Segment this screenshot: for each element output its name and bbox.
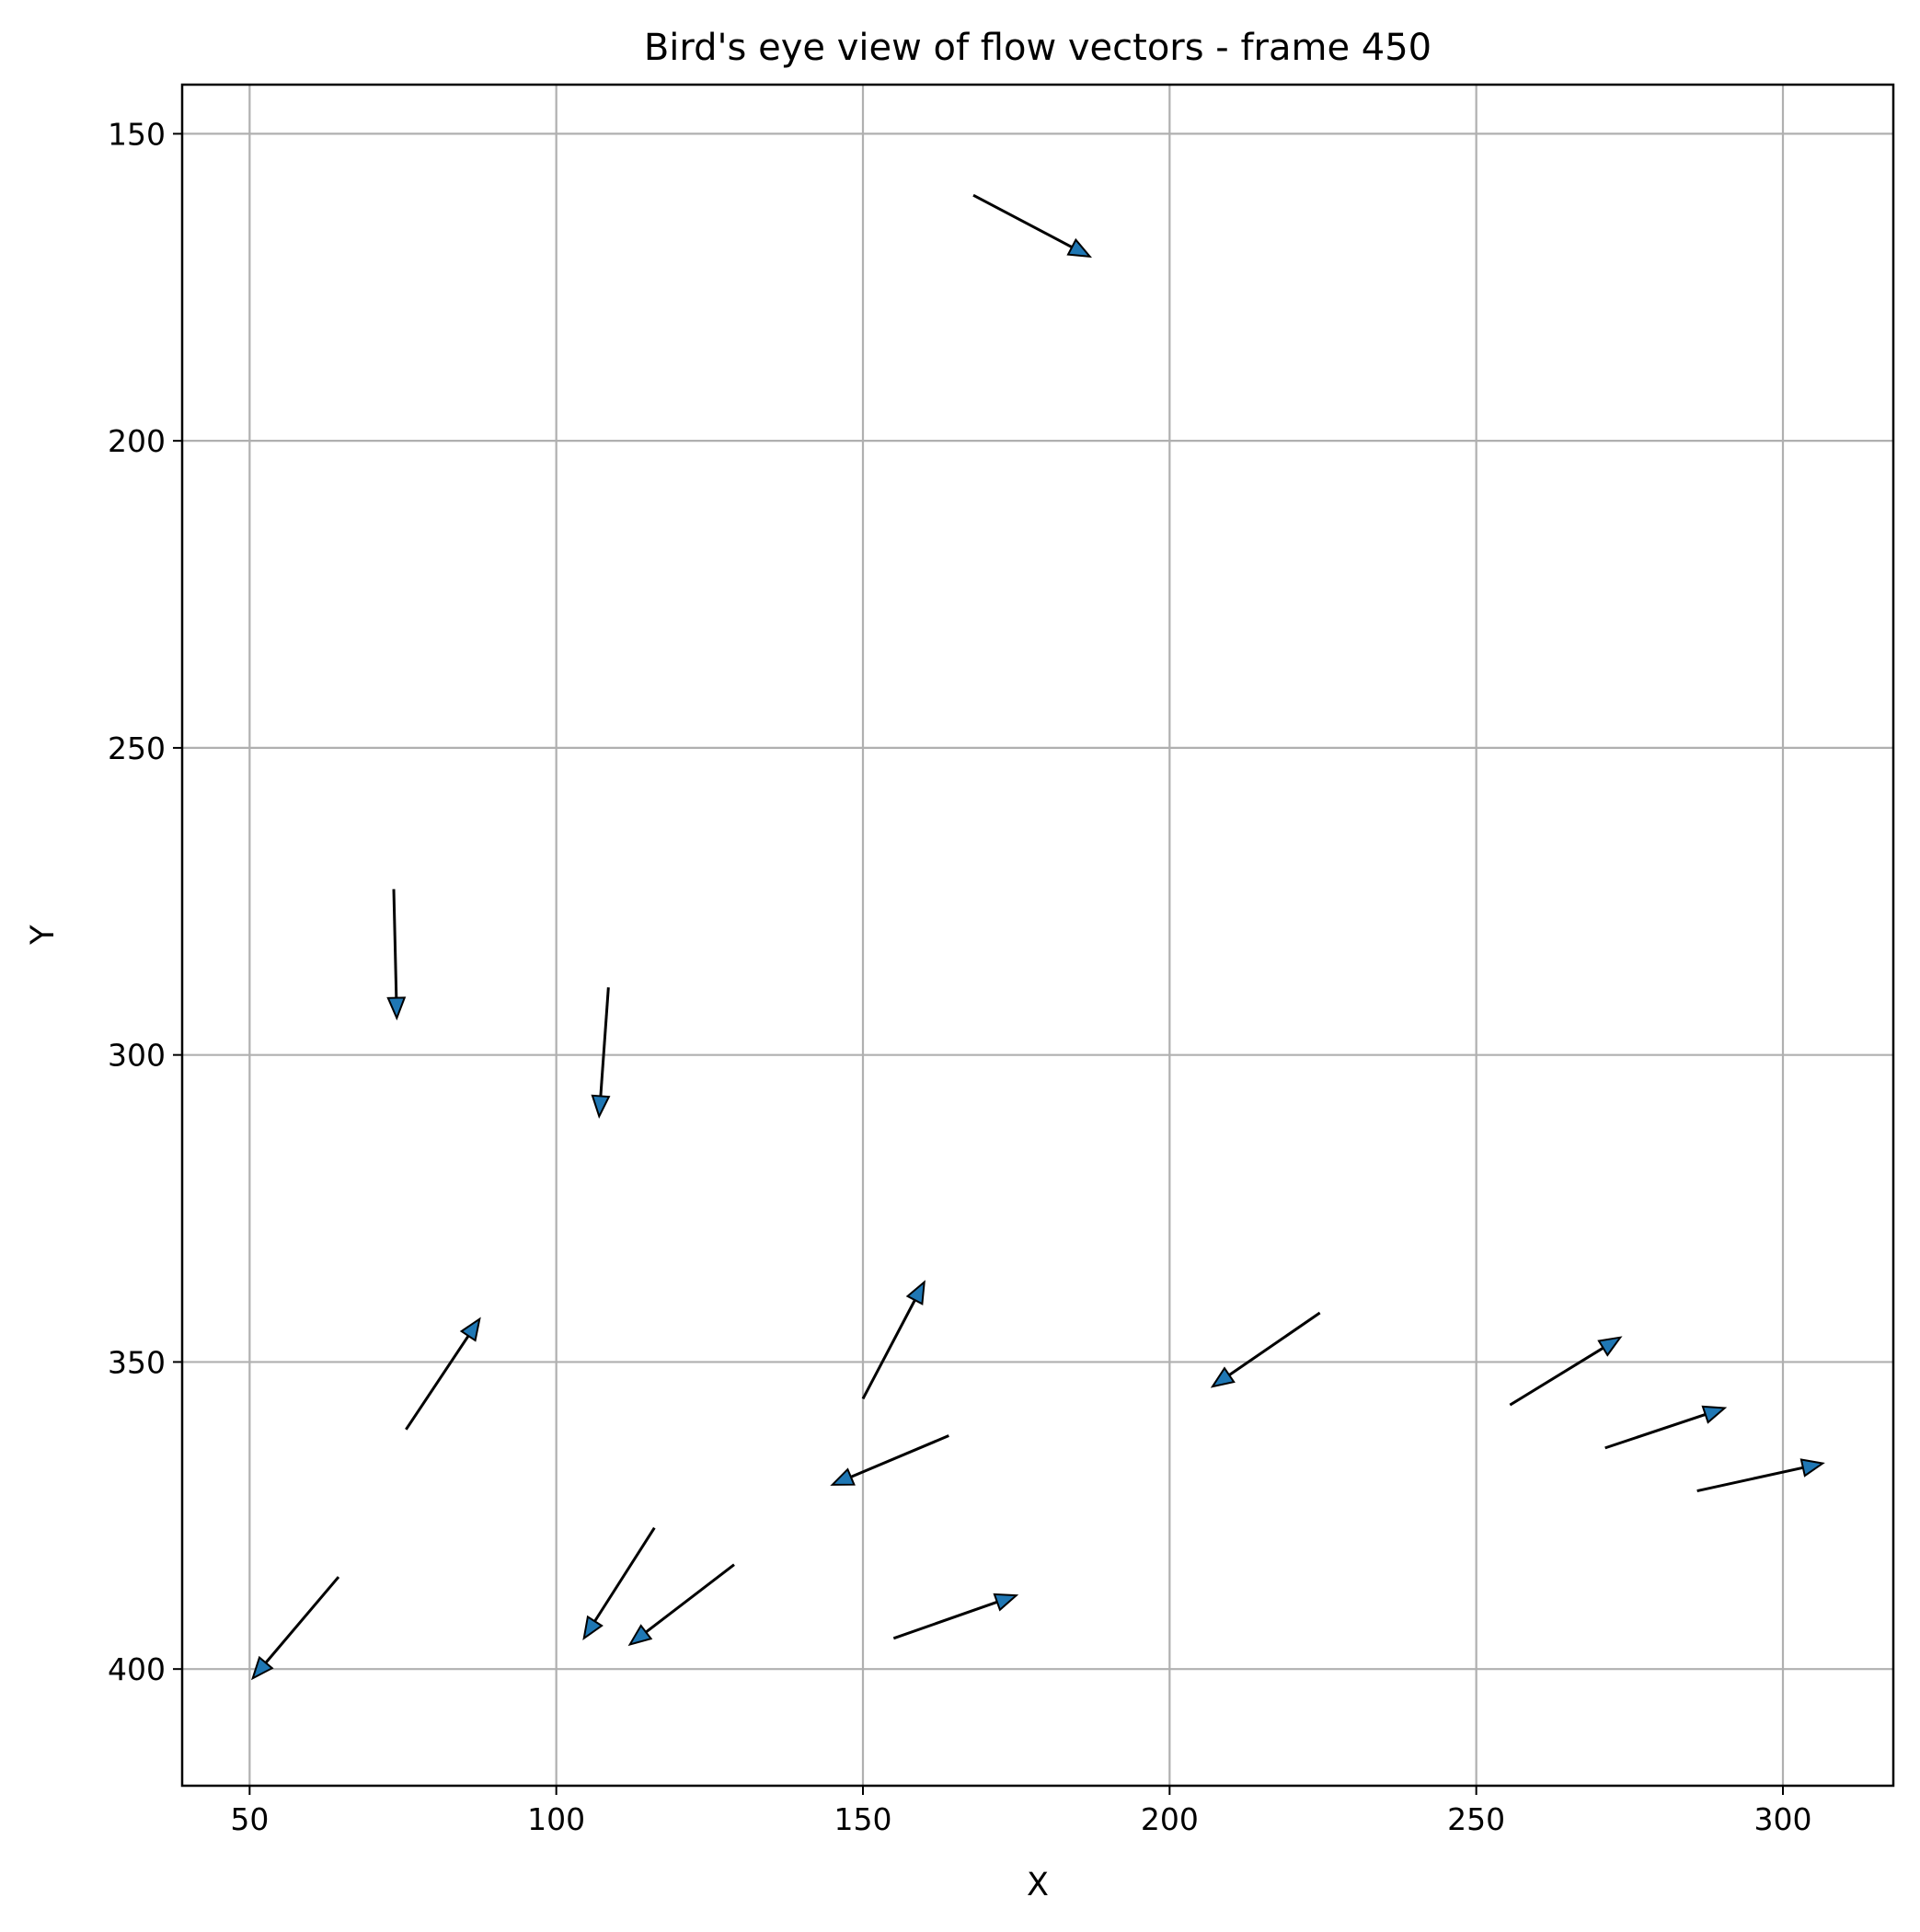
flow-vector-head: [386, 996, 407, 1021]
flow-vector-shaft: [1228, 1311, 1321, 1376]
flow-vector-shaft: [1509, 1346, 1604, 1407]
flow-vector: [582, 1526, 656, 1641]
flow-vector: [627, 1563, 735, 1647]
flow-vector-head: [591, 1094, 611, 1120]
flow-vector-head: [993, 1593, 1019, 1612]
flow-vector-shaft: [405, 1335, 470, 1431]
flow-vector: [1604, 1405, 1728, 1450]
flow-vector-shaft: [1604, 1413, 1707, 1450]
x-tick-label-100: 100: [527, 1801, 585, 1837]
flow-vector-shaft: [645, 1563, 735, 1634]
flow-vector-head: [1701, 1405, 1728, 1424]
flow-vector-head: [905, 1280, 926, 1305]
x-tick-label-150: 150: [834, 1801, 892, 1837]
flow-vector-shaft: [264, 1576, 340, 1664]
flow-vector-shaft: [1696, 1466, 1804, 1493]
y-tick-label-350: 350: [108, 1344, 166, 1380]
flow-vector-head: [1597, 1336, 1623, 1357]
flow-vector: [830, 1434, 949, 1486]
flow-vector-shaft: [972, 193, 1073, 248]
flow-vector-head: [1799, 1458, 1825, 1478]
flow-vector: [972, 193, 1093, 259]
y-axis-label: Y: [25, 925, 62, 946]
flow-vector: [250, 1576, 340, 1681]
flow-vector: [1509, 1336, 1623, 1407]
x-tick-label-250: 250: [1447, 1801, 1505, 1837]
y-tick-label-400: 400: [108, 1651, 166, 1687]
y-tick-label-150: 150: [108, 116, 166, 152]
grid-lines: [182, 85, 1893, 1786]
y-tick-label-250: 250: [108, 730, 166, 766]
flow-vector-shaft: [850, 1434, 949, 1478]
flow-vector: [1696, 1458, 1825, 1493]
axis-ticks: 50 100 150 200 250 300 150 200 250 300 350 400: [108, 116, 1812, 1837]
x-tick-label-200: 200: [1141, 1801, 1199, 1837]
flow-vector: [861, 1280, 926, 1400]
flow-vector-head: [1066, 237, 1093, 259]
flow-vector-shaft: [599, 987, 610, 1097]
flow-vector-shaft: [593, 1526, 656, 1623]
y-tick-label-200: 200: [108, 423, 166, 459]
y-tick-label-300: 300: [108, 1038, 166, 1074]
flow-vector-head: [250, 1655, 274, 1681]
plot-frame: [180, 83, 1895, 1788]
flow-vector-head: [582, 1615, 604, 1641]
flow-vector-head: [627, 1624, 653, 1647]
flow-vector-shaft: [892, 1600, 998, 1640]
flow-vector: [1210, 1311, 1321, 1388]
flow-vectors: [250, 193, 1825, 1681]
x-tick-label-300: 300: [1754, 1801, 1812, 1837]
flow-vector-head: [459, 1317, 481, 1342]
flow-vector-shaft: [392, 889, 398, 998]
flow-vector: [892, 1593, 1019, 1640]
x-axis-label: X: [1027, 1867, 1049, 1903]
chart-title: Bird's eye view of flow vectors - frame …: [644, 27, 1431, 69]
flow-vector: [386, 889, 407, 1021]
x-tick-label-50: 50: [230, 1801, 269, 1837]
flow-vector-head: [830, 1467, 856, 1486]
flow-vector-shaft: [861, 1299, 916, 1400]
flow-vector-head: [1210, 1366, 1236, 1388]
flow-vector: [405, 1317, 481, 1431]
flow-vector: [591, 987, 611, 1120]
